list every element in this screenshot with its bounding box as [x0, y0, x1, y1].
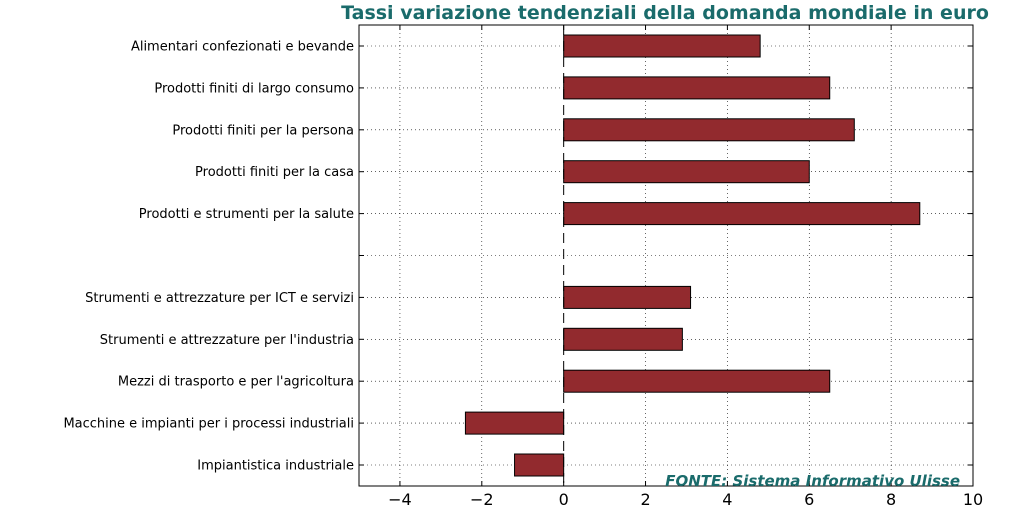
x-tick-label: 10 [963, 490, 983, 509]
category-label: Prodotti finiti di largo consumo [154, 81, 354, 96]
category-label: Prodotti e strumenti per la salute [139, 207, 354, 222]
x-tick-label: −4 [388, 490, 412, 509]
bar [563, 327, 683, 351]
bar [563, 202, 921, 226]
category-label: Macchine e impianti per i processi indus… [63, 417, 354, 432]
x-tick-label: 2 [640, 490, 650, 509]
x-tick-label: 4 [722, 490, 732, 509]
source-note: FONTE: Sistema Informativo Ulisse [665, 472, 960, 490]
bar [563, 118, 855, 142]
bar [563, 34, 761, 58]
bar [563, 369, 831, 393]
category-label: Prodotti finiti per la casa [195, 165, 354, 180]
category-label: Prodotti finiti per la persona [172, 123, 354, 138]
x-tick-labels: −4 −2 0 2 4 6 8 10 [388, 490, 983, 509]
category-labels: Alimentari confezionati e bevande Prodott… [63, 40, 354, 474]
x-tick-label: 0 [559, 490, 569, 509]
grid [359, 25, 973, 486]
x-tick-label: −2 [470, 490, 494, 509]
category-label: Impiantistica industriale [197, 459, 354, 474]
chart-title: Tassi variazione tendenziali della doman… [341, 2, 989, 24]
x-tick-label: 8 [886, 490, 896, 509]
bars [464, 34, 921, 477]
category-label: Strumenti e attrezzature per ICT e servi… [85, 291, 354, 306]
bar [514, 453, 565, 477]
x-tick-label: 6 [804, 490, 814, 509]
bar [563, 76, 831, 100]
bar [563, 285, 692, 309]
category-label: Alimentari confezionati e bevande [131, 40, 354, 55]
category-label: Strumenti e attrezzature per l'industria [100, 333, 354, 348]
axis-ticks [359, 25, 974, 486]
bar [464, 411, 565, 435]
category-label: Mezzi di trasporto e per l'agricoltura [118, 375, 354, 390]
bar [563, 160, 810, 184]
